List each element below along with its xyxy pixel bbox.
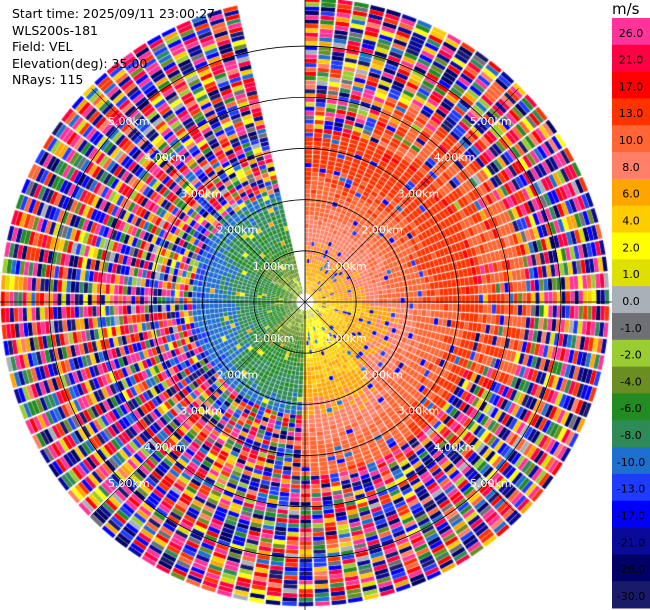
ring-label-1-2: 1.00km: [325, 260, 367, 273]
ring-label-1-3: 1.00km: [325, 332, 367, 345]
colorbar-swatch: [612, 152, 650, 180]
colorbar-tick-label: 2.0: [622, 241, 640, 254]
plot-info: Start time: 2025/09/11 23:00:27 WLS200s-…: [12, 6, 215, 89]
colorbar-swatch: [612, 44, 650, 73]
colorbar-tick-label: 8.0: [622, 161, 640, 174]
colorbar-tick-label: -8.0: [620, 429, 641, 442]
ring-label-5-2: 5.00km: [470, 115, 512, 128]
ring-label-3-4: 3.00km: [180, 405, 222, 418]
colorbar-swatch: [612, 313, 650, 341]
colorbar-swatch: [612, 178, 650, 207]
range-ring-labels: 1.00km 1.00km 1.00km 1.00km 2.00km 2.00km 2.00…: [108, 115, 512, 490]
colorbar-swatch: [612, 18, 650, 46]
ring-label-4-2: 4.00km: [434, 151, 476, 164]
ring-label-4-4: 4.00km: [144, 441, 186, 454]
colorbar-tick-label: -17.0: [617, 509, 645, 522]
colorbar-tick-label: 10.0: [619, 134, 644, 147]
colorbar-tick-label: -1.0: [620, 322, 641, 335]
colorbar: 26.0 21.0 17.0 13.0 10.0 8.0 6.0 4.0 2.0 1.0 0.0 -1…: [612, 18, 650, 609]
colorbar-swatch: [612, 366, 650, 394]
colorbar-swatch: [612, 125, 650, 153]
ring-label-2-3: 2.00km: [361, 368, 403, 381]
colorbar-swatch: [612, 393, 650, 421]
colorbar-swatch: [612, 232, 650, 260]
colorbar-swatch: [612, 71, 650, 99]
ring-label-2-2: 2.00km: [361, 224, 403, 237]
ring-label-1-4: 1.00km: [253, 332, 295, 345]
colorbar-tick-label: -26.0: [617, 563, 645, 576]
colorbar-tick-label: -21.0: [617, 536, 645, 549]
colorbar-tick-label: -10.0: [617, 456, 645, 469]
colorbar-swatch: [612, 339, 650, 368]
ring-label-3-2: 3.00km: [398, 187, 440, 200]
ring-label-5-1: 5.00km: [108, 115, 150, 128]
ring-label-1-1: 1.00km: [253, 260, 295, 273]
colorbar-tick-label: 1.0: [622, 268, 640, 281]
colorbar-tick-label: -4.0: [620, 375, 641, 388]
ring-label-5-3: 5.00km: [470, 477, 512, 490]
colorbar-swatch: [612, 98, 650, 126]
colorbar-unit: m/s: [612, 0, 640, 18]
colorbar-swatch: [612, 420, 650, 448]
ring-label-4-3: 4.00km: [434, 441, 476, 454]
ring-label-2-4: 2.00km: [217, 368, 259, 381]
ring-label-3-3: 3.00km: [398, 405, 440, 418]
colorbar-swatch: [612, 286, 650, 314]
colorbar-swatch: [612, 447, 650, 475]
colorbar-tick-label: -6.0: [620, 402, 641, 415]
instrument-name: WLS200s-181: [12, 22, 98, 38]
colorbar-swatch: [612, 205, 650, 234]
start-time: Start time: 2025/09/11 23:00:27: [12, 6, 216, 21]
colorbar-swatch: [612, 473, 650, 502]
ring-label-2-1: 2.00km: [217, 224, 259, 237]
colorbar-swatch: [612, 527, 650, 555]
ring-label-3-1: 3.00km: [180, 187, 222, 200]
colorbar-swatch: [612, 581, 650, 609]
colorbar-tick-label: 26.0: [619, 27, 644, 40]
colorbar-tick-label: 4.0: [622, 214, 640, 227]
colorbar-tick-label: 13.0: [619, 107, 644, 120]
colorbar-swatch: [612, 500, 650, 529]
colorbar-swatch: [612, 259, 650, 287]
field-name: Field: VEL: [12, 39, 73, 54]
colorbar-tick-label: 6.0: [622, 188, 640, 201]
elevation: Elevation(deg): 35.00: [12, 55, 148, 71]
colorbar-tick-label: -2.0: [620, 349, 641, 362]
ring-label-4-1: 4.00km: [144, 151, 186, 164]
colorbar-tick-label: -30.0: [617, 590, 645, 603]
ray-count: NRays: 115: [12, 72, 84, 87]
colorbar-tick-label: 21.0: [619, 54, 644, 67]
ring-label-5-4: 5.00km: [108, 477, 150, 490]
colorbar-swatch: [612, 554, 650, 582]
diagonal-spoke-2: [91, 88, 519, 516]
colorbar-tick-label: -13.0: [617, 483, 645, 496]
colorbar-tick-label: 17.0: [619, 80, 644, 93]
colorbar-tick-label: 0.0: [622, 295, 640, 308]
range-rings: [0, 0, 612, 610]
